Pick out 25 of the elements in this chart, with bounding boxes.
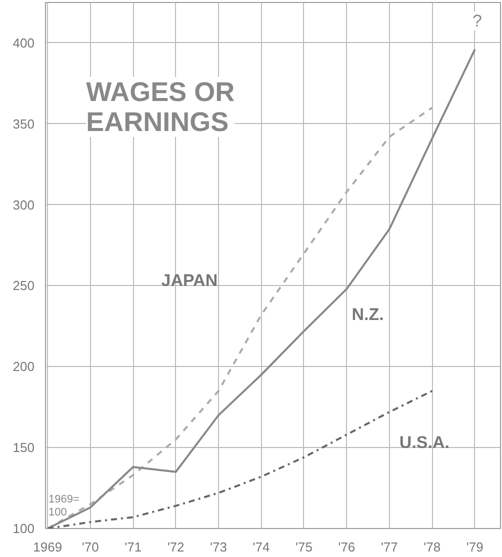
series-label: U.S.A. [399,432,450,452]
x-tick-label: '70 [82,540,99,554]
line-series [46,48,476,528]
series-label: N.Z. [352,304,384,324]
y-tick-label: 150 [12,440,35,456]
annotation: 1969= 100 [48,493,80,518]
y-tick-label: 200 [12,359,35,374]
x-tick-label: '75 [296,540,312,554]
y-tick-label: 100 [12,521,35,536]
x-tick-label: '79 [466,540,484,554]
x-tick-label: '77 [380,540,398,554]
x-tick-label: '74 [252,540,270,554]
text: JAPAN [161,270,218,290]
x-tick-label: 1969 [33,540,62,554]
annotation: ? [472,12,482,30]
x-tick-label: '78 [424,540,441,554]
y-tick-label: 350 [12,116,35,132]
y-tick-label: 250 [12,278,35,294]
x-tick-label: '73 [210,540,228,554]
y-tick-label: 400 [12,35,35,50]
x-tick-label: '71 [124,540,142,554]
x-tick-label: '76 [338,540,356,554]
y-tick-label: 300 [12,197,35,212]
x-tick-label: '72 [167,540,184,554]
text: WAGES OR EARNINGS [86,76,235,137]
